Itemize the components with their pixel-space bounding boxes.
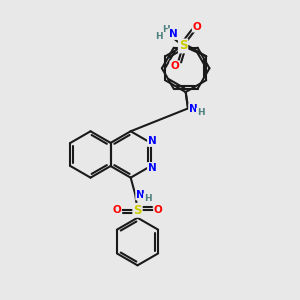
Text: N: N <box>148 136 157 146</box>
Text: O: O <box>193 22 201 32</box>
Text: H: H <box>144 194 152 203</box>
Text: N: N <box>189 104 198 114</box>
Text: H: H <box>197 108 204 117</box>
Text: N: N <box>169 29 177 39</box>
Text: S: S <box>133 204 142 217</box>
Text: O: O <box>154 205 163 215</box>
Text: H: H <box>155 32 163 41</box>
Text: N: N <box>148 163 157 173</box>
Text: H: H <box>162 26 170 34</box>
Text: N: N <box>136 190 145 200</box>
Text: O: O <box>112 205 121 215</box>
Text: O: O <box>170 61 179 71</box>
Text: S: S <box>179 40 187 52</box>
